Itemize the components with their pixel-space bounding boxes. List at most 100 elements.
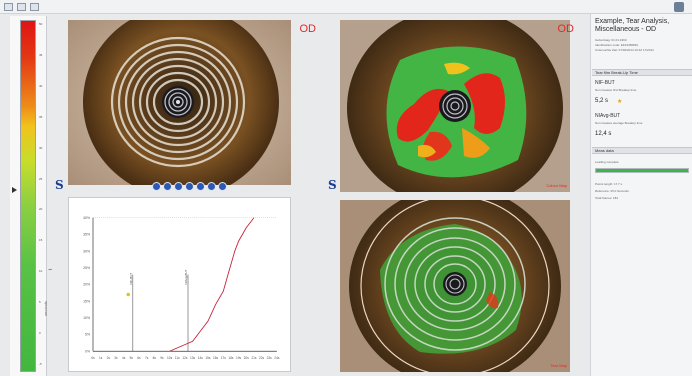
chart-vline-label: NIF-BUT — [129, 273, 133, 285]
chart-x-tick-label: 10s — [167, 356, 173, 360]
patient-title: Example, Tear Analysis, Miscellaneous - … — [595, 18, 670, 33]
nif-but-label: NIF-BUT — [595, 80, 615, 86]
stat-line: Total frames: 184 — [595, 196, 619, 200]
chart-series-line — [169, 217, 255, 352]
meta-line: Untersuchte Zeit: 07/02/2014 10:42 17/20… — [595, 48, 654, 52]
chart-x-tick-label: 18s — [228, 356, 234, 360]
niavg-but-value: 12,4 s — [595, 131, 612, 137]
scale-tick-label: 30 — [39, 145, 43, 150]
chart-x-tick-label: 4s — [122, 356, 126, 360]
scale-tick-label: 45 — [39, 52, 43, 57]
tear-map-svg — [340, 200, 570, 372]
chart-x-tick-label: 6s — [137, 356, 141, 360]
chart-x-tick-label: 5s — [130, 356, 134, 360]
chart-x-tick-label: 14s — [198, 356, 204, 360]
scale-tick-label: 50 — [39, 22, 43, 26]
star-icon: ★ — [617, 99, 623, 105]
progress-fill — [596, 169, 688, 172]
chart-x-tick-label: 15s — [205, 356, 211, 360]
prev-frame-button[interactable] — [163, 182, 172, 191]
scale-tick-label: 0 — [39, 331, 41, 336]
placido-eye-svg — [68, 20, 291, 185]
rewind-button[interactable] — [174, 182, 183, 191]
stat-line: Points length: 17,7 s — [595, 182, 623, 186]
colour-map-caption: Colour Map — [546, 183, 567, 188]
chart-x-tick-label: 1s — [99, 356, 103, 360]
chart-x-tick-label: 23s — [267, 356, 273, 360]
chart-x-tick-label: 0s — [91, 356, 95, 360]
eye-side-label-right: OD — [557, 23, 575, 35]
first-frame-button[interactable] — [152, 182, 161, 191]
chart-vlines: NIF-BUT NIAvg-BUT — [129, 269, 189, 352]
chart-x-tick-label: 24s — [274, 356, 280, 360]
scale-tick-label: 40 — [39, 83, 43, 88]
chart-y-tick-label: 15% — [83, 299, 90, 303]
nif-but-description: Non invasive first Breakup time — [595, 88, 637, 92]
maximize-icon[interactable] — [30, 3, 39, 11]
breakup-chart-panel: 40% 35% 30% 25% 20% 15% 10% 5% 0% 0s 1s 2s 3s 4s 5s 6s… — [68, 197, 291, 372]
chart-y-tick-label: 20% — [83, 283, 90, 287]
chart-x-ticks: 0s 1s 2s 3s 4s 5s 6s 7s 8s 9s 10s 11s 12s 13s 14s 15s 16… — [91, 356, 280, 360]
niavg-but-description: Non invasive average Breakup time — [595, 121, 643, 125]
last-frame-button[interactable] — [218, 182, 227, 191]
meta-line: Geburtstag: 01.01.1960 — [595, 38, 627, 42]
chart-x-tick-label: 7s — [145, 356, 149, 360]
chart-y-tick-label: 35% — [83, 233, 90, 237]
chart-y-ticks: 40% 35% 30% 25% 20% 15% 10% 5% 0% — [83, 216, 90, 353]
chart-x-tick-label: 21s — [251, 356, 257, 360]
scale-tick-label: 35 — [39, 114, 43, 119]
play-button[interactable] — [185, 182, 194, 191]
chart-y-tick-label: 40% — [83, 216, 90, 220]
scale-unit-label: seconds — [43, 301, 48, 316]
section-header-meas[interactable]: Meas data — [592, 147, 692, 154]
logo-icon-right: S — [328, 178, 337, 192]
scale-tick-label: 10 — [39, 269, 43, 274]
nif-but-value: 5,2 s — [595, 98, 609, 104]
layers-icon[interactable] — [17, 3, 26, 11]
chart-vline-label: NIAvg-BUT — [184, 269, 188, 284]
chart-x-tick-label: 19s — [236, 356, 242, 360]
tear-map-image: Tear Map — [340, 200, 570, 372]
chart-x-tick-label: 20s — [244, 356, 250, 360]
tear-map-caption: Tear Map — [550, 363, 567, 368]
scale-minus-icon[interactable]: − — [48, 267, 53, 274]
chart-y-tick-label: 10% — [83, 316, 90, 320]
color-scale-panel: 50 45 40 35 30 25 20 15 10 5 0 -5 − seconds — [10, 16, 52, 376]
chart-series — [126, 217, 255, 352]
chart-y-tick-label: 0% — [85, 349, 90, 353]
chart-x-tick-label: 11s — [175, 356, 180, 360]
grid-icon[interactable] — [4, 3, 13, 11]
next-frame-button[interactable] — [207, 182, 216, 191]
status-text: Loading complete — [595, 160, 619, 164]
scale-tick-label: -5 — [39, 362, 42, 366]
chart-y-tick-label: 30% — [83, 249, 90, 253]
placido-eye-image: OD — [68, 20, 316, 185]
chart-x-tick-label: 22s — [259, 356, 265, 360]
top-toolbar — [0, 0, 692, 14]
settings-icon[interactable] — [674, 2, 684, 12]
forward-button[interactable] — [196, 182, 205, 191]
playback-controls — [152, 182, 227, 192]
section-header-breakup[interactable]: Tear film Break-Up Time — [592, 69, 692, 76]
logo-icon: S — [55, 178, 64, 192]
scale-marker-icon[interactable] — [12, 187, 17, 193]
chart-y-tick-label: 25% — [83, 266, 90, 270]
chart-x-tick-label: 16s — [213, 356, 219, 360]
eye-side-label: OD — [299, 23, 317, 35]
breakup-chart: 40% 35% 30% 25% 20% 15% 10% 5% 0% 0s 1s 2s 3s 4s 5s 6s… — [83, 216, 280, 360]
chart-marker-point — [126, 292, 131, 297]
colour-map-image: OD Colour Map — [340, 20, 574, 192]
color-scale-bar — [20, 20, 36, 372]
chart-x-tick-label: 2s — [107, 356, 111, 360]
scale-tick-label: 20 — [39, 207, 43, 212]
chart-x-tick-label: 3s — [114, 356, 118, 360]
chart-x-tick-label: 13s — [190, 356, 196, 360]
chart-y-tick-label: 5% — [85, 333, 90, 337]
chart-x-tick-label: 9s — [160, 356, 164, 360]
chart-axes — [92, 217, 277, 352]
chart-x-tick-label: 8s — [153, 356, 157, 360]
chart-x-tick-label: 17s — [221, 356, 227, 360]
niavg-but-label: NIAvg-BUT — [595, 113, 621, 119]
colour-map-svg — [340, 20, 570, 192]
loading-progress-bar — [595, 168, 689, 173]
